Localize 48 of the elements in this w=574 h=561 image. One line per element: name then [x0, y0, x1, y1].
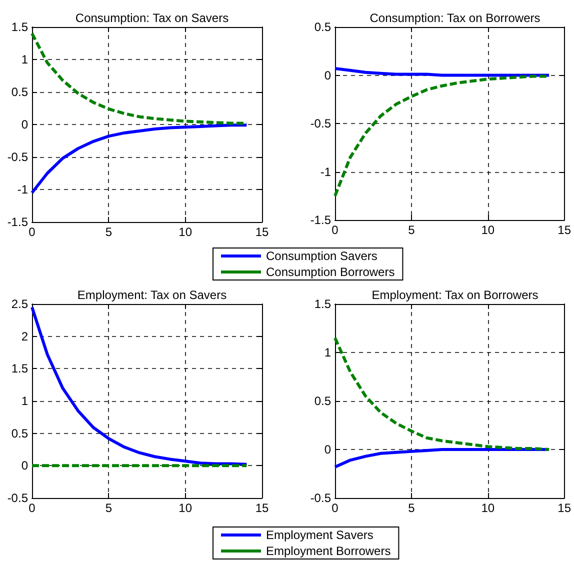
y-tick-label: 1.5 — [314, 297, 332, 311]
y-tick-label: 0 — [324, 442, 332, 456]
chart-title: Consumption: Tax on Savers — [75, 11, 229, 25]
y-tick-label: 2.5 — [11, 297, 28, 311]
y-tick-label: 0 — [21, 118, 28, 132]
y-tick-label: 1 — [21, 394, 28, 408]
y-tick-label: 0.5 — [11, 85, 28, 99]
x-tick-label: 15 — [255, 501, 269, 515]
line-series — [30, 124, 248, 194]
line-series — [30, 306, 248, 466]
y-tick-label: 0.5 — [11, 426, 28, 440]
x-tick-label: 10 — [178, 501, 192, 515]
y-tick-label: -1 — [320, 164, 332, 179]
y-tick-label: -0.5 — [310, 116, 332, 130]
legend-label: Employment Savers — [266, 528, 374, 542]
legend-label: Employment Borrowers — [266, 544, 391, 558]
y-tick-label: 1 — [21, 52, 28, 66]
y-tick-label: -1.5 — [310, 213, 332, 227]
x-tick-label: 5 — [408, 223, 416, 237]
x-tick-label: 5 — [105, 225, 112, 239]
legend-label: Consumption Savers — [266, 249, 378, 263]
line-series — [334, 336, 551, 451]
chart-title: Employment: Tax on Savers — [77, 288, 227, 302]
x-tick-label: 10 — [178, 225, 192, 239]
y-tick-label: 0.5 — [314, 394, 332, 408]
x-tick-label: 15 — [558, 223, 572, 237]
chart-title: Consumption: Tax on Borrowers — [370, 11, 540, 25]
y-tick-label: 1 — [324, 346, 332, 360]
y-tick-label: -0.5 — [7, 491, 28, 505]
chart-title: Employment: Tax on Borrowers — [372, 288, 538, 302]
y-tick-label: 2 — [21, 329, 28, 344]
y-tick-label: -0.5 — [310, 491, 332, 505]
line-series — [334, 66, 551, 77]
x-tick-label: 10 — [481, 501, 495, 515]
x-tick-label: 10 — [481, 223, 495, 237]
legend-label: Consumption Borrowers — [266, 265, 395, 279]
x-tick-label: 15 — [255, 225, 269, 239]
y-tick-label: 0 — [324, 68, 332, 82]
y-tick-label: 0 — [21, 458, 28, 473]
y-tick-label: 1.5 — [11, 362, 28, 376]
y-tick-label: 1.5 — [11, 20, 28, 34]
y-tick-label: -1.5 — [7, 215, 28, 229]
x-tick-label: 15 — [558, 501, 572, 515]
y-tick-label: -0.5 — [7, 150, 28, 164]
x-tick-label: 5 — [408, 501, 416, 515]
y-tick-label: 0.5 — [314, 20, 332, 34]
y-tick-label: -1 — [17, 182, 28, 196]
x-tick-label: 5 — [105, 501, 112, 515]
